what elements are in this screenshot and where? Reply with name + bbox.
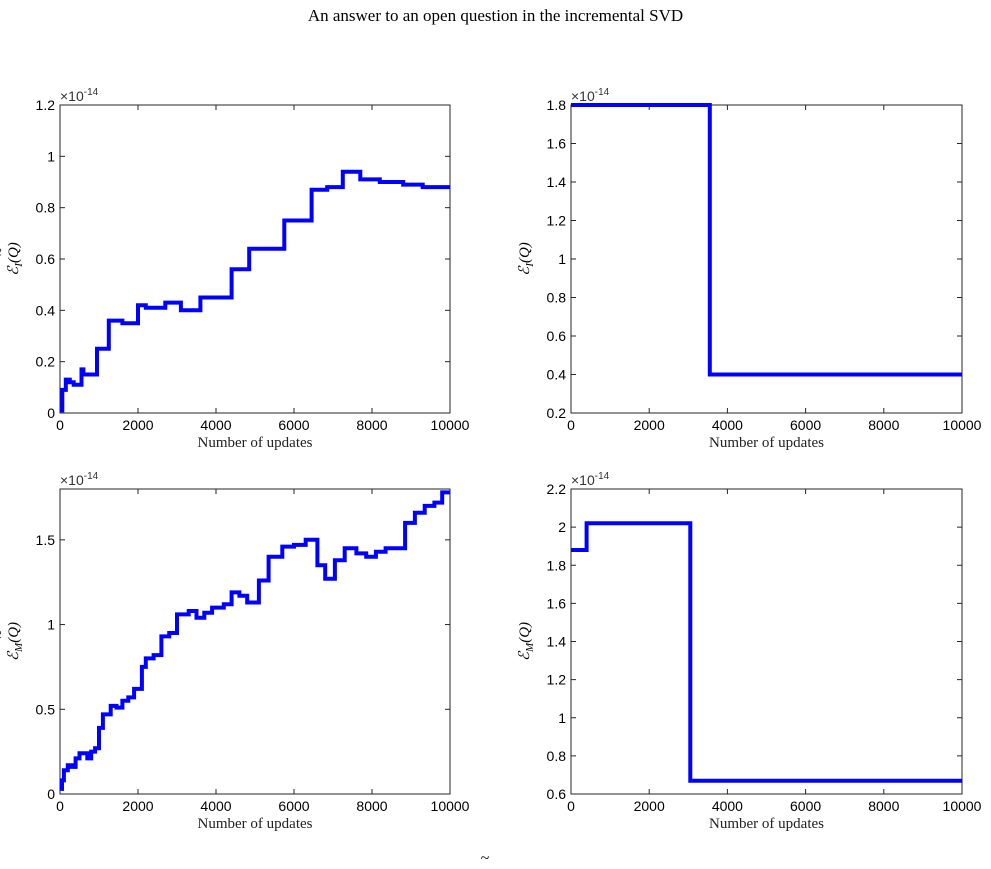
axes-frame — [570, 104, 963, 414]
y-tick-label: 1.6 — [547, 136, 567, 152]
series-line — [60, 490, 450, 791]
y-axis-label: ℰI(Q)~ — [0, 242, 25, 276]
tilde-mark: ~ — [0, 630, 9, 638]
y-scale-exponent: ×10-14 — [571, 471, 610, 488]
x-tick-label: 4000 — [200, 798, 231, 814]
x-tick-label: 6000 — [790, 417, 821, 433]
y-tick-label: 0.8 — [36, 200, 56, 216]
x-axis-label: Number of updates — [198, 435, 313, 451]
x-tick-label: 8000 — [356, 798, 387, 814]
tilde-mark: ~ — [0, 248, 9, 256]
svg-text:ℰM(Q): ℰM(Q) — [517, 622, 536, 661]
y-tick-label: 1.4 — [547, 174, 567, 190]
svg-text:ℰI(Q): ℰI(Q) — [517, 242, 536, 276]
axes-frame — [59, 104, 451, 414]
x-tick-label: 4000 — [712, 798, 743, 814]
x-axis-label: Number of updates — [709, 435, 824, 451]
x-tick-label: 2000 — [122, 417, 153, 433]
y-scale-exponent: ×10-14 — [60, 87, 99, 104]
y-scale-power: -14 — [595, 87, 610, 98]
y-scale-base: ×10 — [60, 472, 84, 488]
y-tick-label: 2 — [558, 519, 566, 535]
axes-frame — [570, 488, 963, 795]
y-tick-label: 0.6 — [36, 251, 56, 267]
x-tick-label: 8000 — [868, 417, 899, 433]
x-tick-label: 4000 — [200, 417, 231, 433]
y-tick-label: 1 — [558, 710, 566, 726]
x-tick-label: 4000 — [712, 417, 743, 433]
y-scale-power: -14 — [595, 471, 610, 482]
page-header: An answer to an open question in the inc… — [307, 6, 684, 25]
x-tick-label: 6000 — [790, 798, 821, 814]
plot-panel-em-q: 0 2000 4000 6000 8000 10000 0.6 0.8 1 1.2 1.4 1.6 1.… — [517, 471, 982, 832]
x-tick-label: 6000 — [278, 417, 309, 433]
y-tick-label: 0.8 — [547, 290, 567, 306]
y-tick-label: 0.4 — [36, 302, 56, 318]
x-tick-label: 0 — [56, 798, 64, 814]
x-tick-label: 8000 — [868, 798, 899, 814]
y-tick-label: 1.8 — [547, 97, 567, 113]
x-tick-label: 0 — [567, 798, 575, 814]
plot-panel-ei-qtilde: 0 2000 4000 6000 8000 10000 0 0.2 0.4 0.6 0.8 1 1.2×… — [0, 87, 470, 451]
y-tick-label: 1.5 — [36, 532, 56, 548]
y-tick-label: 1 — [47, 617, 55, 633]
y-tick-label: 0.6 — [547, 786, 567, 802]
x-tick-label: 8000 — [356, 417, 387, 433]
y-tick-label: 1 — [47, 148, 55, 164]
x-tick-label: 6000 — [278, 798, 309, 814]
svg-text:ℰM(Q): ℰM(Q) — [6, 622, 25, 661]
y-tick-label: 2.2 — [547, 481, 567, 497]
series-line — [571, 103, 962, 377]
axes-frame — [59, 488, 451, 795]
y-tick-label: 1.6 — [547, 595, 567, 611]
y-scale-power: -14 — [84, 471, 99, 482]
y-scale-base: ×10 — [571, 88, 595, 104]
x-tick-label: 2000 — [634, 798, 665, 814]
y-tick-label: 1.4 — [547, 634, 567, 650]
y-tick-label: 0.2 — [36, 354, 56, 370]
x-tick-label: 2000 — [122, 798, 153, 814]
y-tick-label: 1 — [558, 251, 566, 267]
svg-text:ℰI(Q): ℰI(Q) — [6, 242, 25, 276]
x-tick-label: 2000 — [634, 417, 665, 433]
x-tick-label: 10000 — [431, 417, 470, 433]
x-tick-label: 10000 — [943, 798, 982, 814]
y-scale-power: -14 — [84, 87, 99, 98]
y-tick-label: 0.5 — [36, 701, 56, 717]
y-tick-label: 1.8 — [547, 557, 567, 573]
caption-fragment: ~ — [480, 850, 490, 867]
x-axis-label: Number of updates — [709, 816, 824, 832]
plot-panel-em-qtilde: 0 2000 4000 6000 8000 10000 0 0.5 1 1.5 ×10-14 Numb… — [0, 471, 470, 832]
y-tick-label: 0.6 — [547, 328, 567, 344]
x-tick-label: 0 — [56, 417, 64, 433]
y-tick-label: 1.2 — [547, 213, 567, 229]
x-axis-label: Number of updates — [198, 816, 313, 832]
series-line — [571, 521, 962, 783]
y-scale-base: ×10 — [571, 472, 595, 488]
y-scale-exponent: ×10-14 — [571, 87, 610, 104]
y-axis-label: ℰM(Q)~ — [0, 622, 25, 661]
y-scale-exponent: ×10-14 — [60, 471, 99, 488]
x-tick-label: 0 — [567, 417, 575, 433]
y-tick-label: 0.8 — [547, 748, 567, 764]
y-axis-label: ℰI(Q) — [517, 242, 536, 276]
y-tick-label: 0 — [47, 405, 55, 421]
series-line — [60, 169, 450, 413]
y-tick-label: 0.2 — [547, 405, 567, 421]
x-tick-label: 10000 — [431, 798, 470, 814]
y-tick-label: 1.2 — [547, 672, 567, 688]
y-tick-label: 0 — [47, 786, 55, 802]
plot-panel-ei-q: 0 2000 4000 6000 8000 10000 0.2 0.4 0.6 0.8 1 1.2 1.… — [517, 87, 982, 451]
y-tick-label: 0.4 — [547, 367, 567, 383]
y-axis-label: ℰM(Q) — [517, 622, 536, 661]
x-tick-label: 10000 — [943, 417, 982, 433]
y-tick-label: 1.2 — [36, 97, 56, 113]
y-scale-base: ×10 — [60, 88, 84, 104]
